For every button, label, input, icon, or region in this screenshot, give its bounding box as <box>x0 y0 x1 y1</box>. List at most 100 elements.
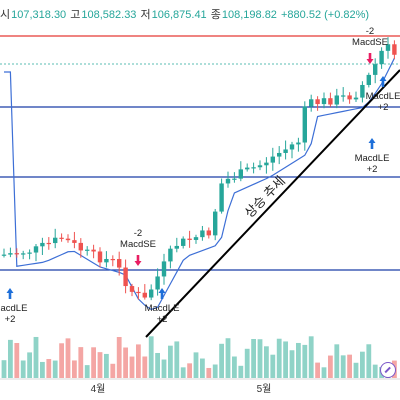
candle-body <box>283 149 288 153</box>
candle-body <box>379 50 384 65</box>
volume-bar <box>110 363 116 378</box>
volume-bar <box>40 361 45 378</box>
volume-bar <box>296 342 301 378</box>
volume-bar <box>283 341 288 378</box>
candle-body <box>309 99 314 107</box>
trendline-group: 상승 추세 <box>145 69 400 338</box>
volume-bar <box>270 354 276 378</box>
candle-body <box>136 291 141 294</box>
candle-body <box>219 183 224 212</box>
volume-bar <box>97 352 103 378</box>
high-label: 고 <box>70 9 81 21</box>
candle-body <box>168 248 173 262</box>
volume-bar <box>225 338 231 378</box>
volume-bar <box>78 347 84 378</box>
signal-qty: +2 <box>157 314 168 325</box>
volume-bar <box>129 356 135 378</box>
signal-arrow-up-icon <box>6 288 14 299</box>
candle-body <box>206 230 211 236</box>
candle-body <box>328 98 333 105</box>
volume-bar <box>334 344 340 378</box>
candle-body <box>277 152 282 157</box>
signal-arrow-down-icon <box>134 255 142 266</box>
candle-body <box>257 165 263 168</box>
candle-body <box>123 267 128 287</box>
volume-bar <box>366 344 372 378</box>
open-label: 시 <box>0 9 11 21</box>
candle-body <box>296 142 301 145</box>
trendline <box>145 69 400 338</box>
signal-arrow-down-icon <box>366 53 374 64</box>
volume-bar <box>59 343 64 378</box>
signal-text: MacdLE <box>355 153 390 164</box>
volume-bar <box>289 350 295 378</box>
signal-text: MacdSE <box>120 239 156 250</box>
volume-bars <box>1 336 397 378</box>
volume-bar <box>142 356 148 378</box>
volume-bar <box>8 339 13 378</box>
low-value: 106,875.41 <box>151 9 207 21</box>
volume-bar <box>84 365 90 378</box>
candles <box>1 37 397 301</box>
candle-body <box>238 169 243 179</box>
candle-body <box>40 242 45 247</box>
candle-body <box>315 99 320 105</box>
candle-body <box>149 289 154 298</box>
signal-text: MacdSE <box>352 37 388 48</box>
volume-bar <box>340 355 346 378</box>
signal-text: MacdLE <box>366 91 400 102</box>
signal-macdle: MacdLE+2 <box>0 288 27 325</box>
candle-body <box>129 286 135 292</box>
signal-macdle: MacdLE+2 <box>366 76 400 113</box>
x-tick-label: 5월 <box>257 383 272 395</box>
x-tick-label: 4월 <box>91 383 106 395</box>
signal-qty: +2 <box>5 314 16 325</box>
volume-bar <box>168 345 173 378</box>
ohlc-header: 시107,318.30 고108,582.33 저106,875.41 종108… <box>0 6 370 24</box>
signal-qty: +2 <box>367 164 378 175</box>
candle-body <box>59 237 64 239</box>
volume-bar <box>1 360 7 378</box>
volume-bar <box>219 343 224 378</box>
change-value: +880.52 (+0.82%) <box>281 9 370 21</box>
volume-bar <box>302 344 308 378</box>
volume-bar <box>104 353 109 378</box>
candle-body <box>21 253 26 255</box>
volume-bar <box>206 367 212 378</box>
drawing-tool-icon[interactable] <box>380 362 396 378</box>
candle-body <box>392 44 397 55</box>
candle-body <box>321 98 327 105</box>
volume-bar <box>308 336 314 378</box>
volume-bar <box>251 339 256 378</box>
volume-bar <box>328 355 333 378</box>
candle-body <box>187 238 192 240</box>
candle-body <box>193 237 199 240</box>
candle-body <box>373 64 378 75</box>
volume-bar <box>347 354 352 378</box>
signal-text: MacdLE <box>0 303 27 314</box>
candle-body <box>353 97 359 100</box>
volume-bar <box>116 337 122 378</box>
close-value: 108,198.82 <box>221 9 277 21</box>
moving-average-line <box>4 57 395 311</box>
candle-body <box>14 253 19 255</box>
signal-qty: +2 <box>378 102 389 113</box>
volume-bar <box>244 348 250 378</box>
candle-body <box>334 95 339 105</box>
volume-bar <box>155 352 160 378</box>
volume-bar <box>46 359 52 378</box>
volume-bar <box>212 364 218 378</box>
candle-body <box>110 258 115 261</box>
volume-bar <box>360 351 365 378</box>
candle-body <box>264 162 269 166</box>
close-label: 종 <box>210 9 221 21</box>
candle-body <box>213 211 218 236</box>
candle-body <box>161 261 167 277</box>
candle-body <box>91 249 96 252</box>
high-value: 108,582.33 <box>81 9 137 21</box>
volume-bar <box>27 352 32 378</box>
volume-bar <box>20 360 26 378</box>
candle-body <box>97 251 103 263</box>
candle-body <box>251 167 256 169</box>
